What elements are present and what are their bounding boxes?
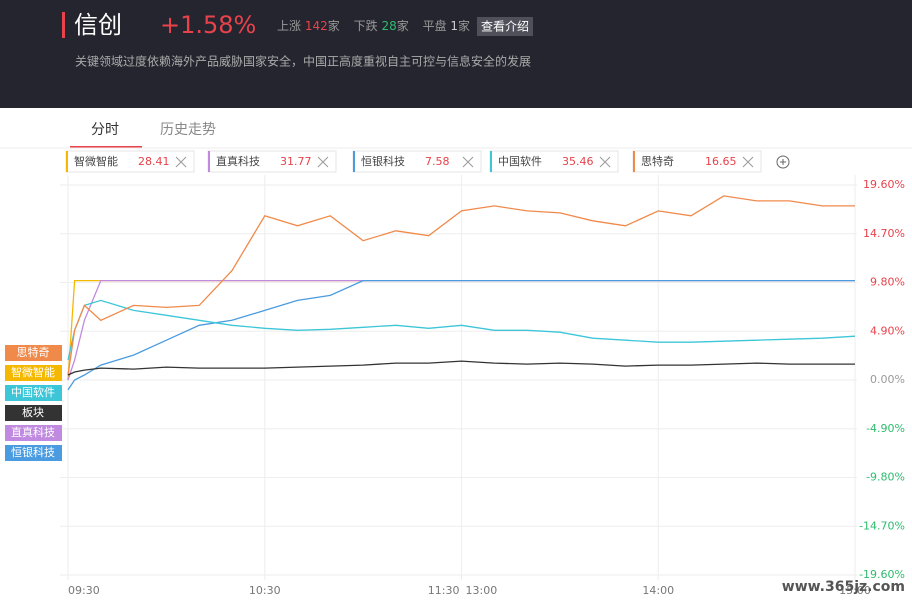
side-label-bg: [5, 425, 62, 441]
legend-price: 31.77: [280, 155, 312, 168]
title-bar: [62, 12, 65, 38]
series-line: [67, 360, 855, 376]
legend-swatch: [66, 151, 68, 172]
x-tick-label: 15:00: [839, 584, 871, 597]
up-label: 上涨: [277, 18, 301, 33]
add-icon[interactable]: [776, 155, 790, 169]
side-label-bg: [5, 365, 62, 381]
tab-underline: [70, 146, 142, 148]
tab[interactable]: 历史走势: [160, 122, 216, 138]
legend-swatch: [353, 151, 355, 172]
intro-button[interactable]: 查看介绍: [481, 20, 529, 34]
y-tick-label: 19.60%: [863, 178, 905, 191]
x-tick-label: 11:30: [428, 584, 460, 597]
add-icon-plus: [780, 159, 786, 165]
y-tick-label: 4.90%: [870, 324, 905, 337]
y-tick-label: -19.60%: [859, 568, 905, 581]
legend-name: 智微智能: [74, 154, 118, 168]
x-tick-label: 09:30: [68, 584, 100, 597]
y-tick-label: 9.80%: [870, 276, 905, 289]
down-count: 28: [381, 19, 396, 33]
legend-name: 中国软件: [498, 154, 542, 168]
legend-name: 思特奇: [641, 154, 674, 168]
legend-name: 恒银科技: [361, 154, 405, 168]
y-tick-label: -14.70%: [859, 519, 905, 532]
description: 关键领域过度依赖海外产品威胁国家安全，中国正高度重视自主可控与信息安全的发展: [75, 54, 531, 69]
title: 信创: [74, 11, 122, 39]
change: +1.58%: [160, 11, 256, 39]
legend-close[interactable]: [462, 156, 474, 168]
up-unit: 家: [328, 18, 340, 33]
legend-swatch: [208, 151, 210, 172]
side-label: 恒银科技: [11, 445, 55, 459]
legend-swatch: [490, 151, 492, 172]
legend-price: 28.41: [138, 155, 170, 168]
series-line: [67, 195, 855, 376]
flat-count: 1: [450, 19, 458, 33]
legend-price: 7.58: [425, 155, 450, 168]
y-tick-label: 0.00%: [870, 373, 905, 386]
legend-price: 16.65: [705, 155, 737, 168]
y-tick-label: 14.70%: [863, 227, 905, 240]
y-tick-label: -9.80%: [866, 471, 905, 484]
side-label: 板块: [22, 405, 44, 419]
legend-swatch: [633, 151, 635, 172]
up-count: 142: [305, 19, 328, 33]
x-tick-label: 14:00: [642, 584, 674, 597]
side-label: 思特奇: [17, 345, 50, 359]
side-label-bg: [5, 345, 62, 361]
side-label-bg: [5, 405, 62, 421]
side-label: 直真科技: [11, 425, 55, 439]
legend-close[interactable]: [742, 156, 754, 168]
legend-close[interactable]: [317, 156, 329, 168]
chart: 19.60% 14.70% 9.80% 4.90% 0.00% -4.90% -9.80% -…: [60, 175, 905, 597]
legend-name: 直真科技: [216, 154, 260, 168]
flat-unit: 家: [458, 18, 470, 33]
side-label-bg: [5, 445, 62, 461]
x-tick-label: 10:30: [249, 584, 281, 597]
legend-close[interactable]: [599, 156, 611, 168]
tab[interactable]: 分时: [91, 122, 119, 138]
down-unit: 家: [397, 18, 409, 33]
side-label: 智微智能: [11, 365, 55, 379]
down-label: 下跌: [354, 18, 378, 33]
series-line: [67, 279, 855, 391]
series-line: [67, 299, 856, 361]
header-bg: [0, 0, 912, 108]
legend-price: 35.46: [562, 155, 594, 168]
side-label-bg: [5, 385, 62, 401]
watermark: www.365jz.com: [782, 579, 905, 595]
y-tick-label: -4.90%: [866, 422, 905, 435]
x-tick-label: 13:00: [466, 584, 498, 597]
flat-label: 平盘: [423, 18, 447, 33]
stats: 上涨 142家 下跌 28家 平盘 1家: [277, 18, 470, 33]
side-label: 中国软件: [11, 385, 55, 399]
legend-close[interactable]: [175, 156, 187, 168]
intro-button-bg[interactable]: [477, 17, 533, 36]
